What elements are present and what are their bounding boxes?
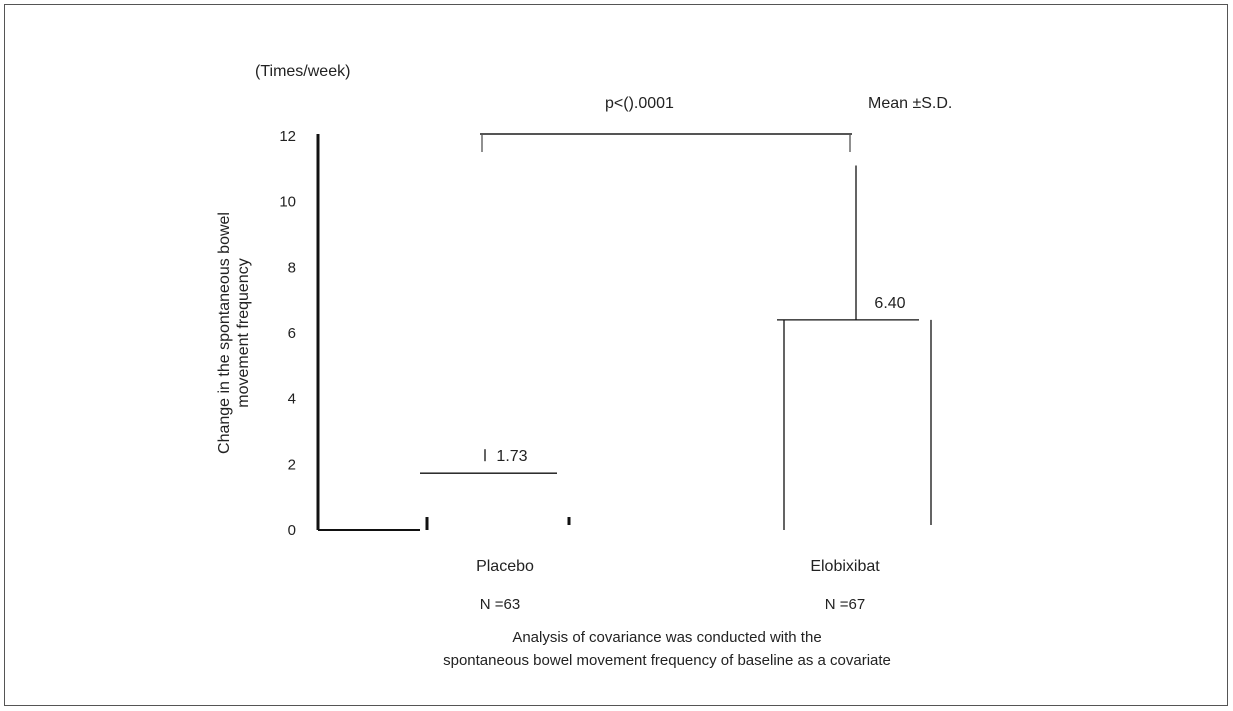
y-axis-title-line1: Change in the spontaneous bowel [216,212,233,454]
bar-value-label: 1.73 [496,448,527,465]
footnote-line2: spontaneous bowel movement frequency of … [443,652,891,669]
chart-frame [4,4,1228,706]
significance-label: p<().0001 [605,95,674,112]
y-tick-label: 10 [279,194,296,211]
y-tick-label: 0 [288,522,296,539]
y-tick-label: 4 [288,391,296,408]
unit-label: (Times/week) [255,63,350,80]
y-tick-label: 8 [288,259,296,276]
n-label-placebo: N =63 [480,596,520,613]
category-label-elobixibat: Elobixibat [810,558,880,575]
y-tick-label: 6 [288,325,296,342]
stat-legend: Mean ±S.D. [868,95,952,112]
y-tick-label: 2 [288,456,296,473]
footnote-line1: Analysis of covariance was conducted wit… [512,629,821,646]
bar-value-label: 6.40 [874,295,905,312]
category-label-placebo: Placebo [476,558,534,575]
y-axis-title-line2: movement frequency [235,258,252,407]
n-label-elobixibat: N =67 [825,596,865,613]
y-tick-label: 12 [279,128,296,145]
